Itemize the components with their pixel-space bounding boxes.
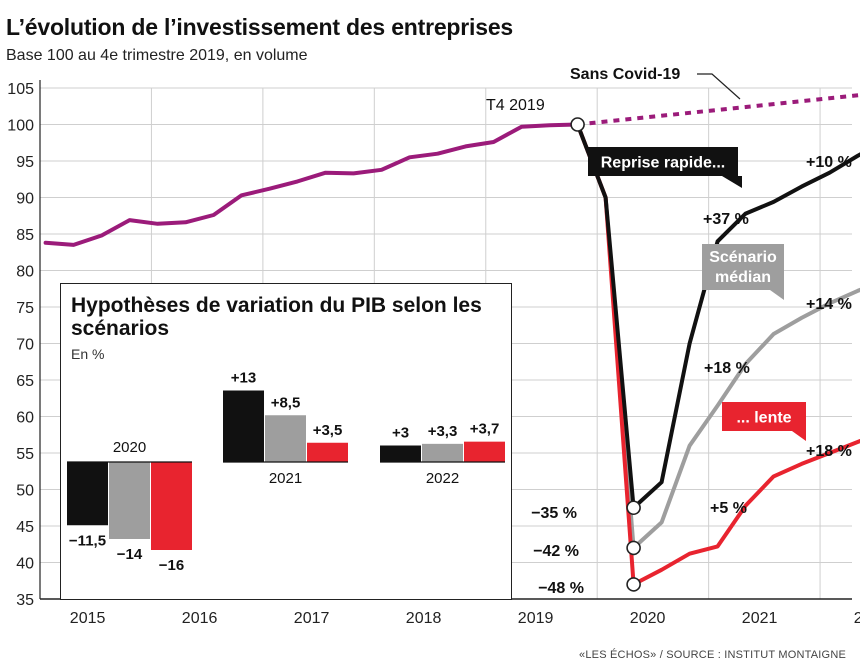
x-tick-label: 2019 (518, 610, 554, 627)
legend-median-text: Scénario médian (709, 249, 777, 286)
y-tick-label: 35 (16, 592, 34, 609)
chart-subtitle: Base 100 au 4e trimestre 2019, en volume (6, 47, 308, 64)
x-tick-label: 2021 (742, 610, 778, 627)
inset-category-label: 2022 (426, 470, 459, 487)
y-tick-label: 50 (16, 483, 34, 500)
bar-rapide-2022 (380, 445, 421, 462)
annotation-label: +37 % (703, 211, 749, 228)
annotation-label: +5 % (710, 500, 747, 517)
y-tick-label: 85 (16, 227, 34, 244)
bar-rapide-2020 (67, 462, 108, 526)
x-tick-label: 2018 (406, 610, 442, 627)
marker-rapide-trough (626, 500, 641, 516)
annotation-label: +10 % (806, 154, 852, 171)
annotation-label: −42 % (533, 543, 579, 560)
annotation-label: +18 % (806, 443, 852, 460)
y-tick-label: 40 (16, 556, 34, 573)
legend-rapide-text: Reprise rapide... (601, 155, 726, 172)
bar-value-label: +3,7 (470, 421, 500, 438)
x-tick-label: 2016 (182, 610, 218, 627)
legend-rapide-pointer (722, 176, 742, 188)
y-tick-label: 80 (16, 264, 34, 281)
y-tick-label: 75 (16, 300, 34, 317)
bar-value-label: −16 (159, 557, 184, 574)
annotation-label: −35 % (531, 505, 577, 522)
marker-t4-2019 (570, 117, 585, 132)
inset-bar-chart: −11,5 −14 −16 2020 +13 +8,5 +3,5 2021 +3 +3,3 +3,7… (67, 370, 505, 574)
annotation-label: +14 % (806, 296, 852, 313)
chart-title: L’évolution de l’investissement des entr… (6, 14, 513, 40)
bar-value-label: +3,3 (428, 423, 458, 440)
annotation-label: +18 % (704, 360, 750, 377)
marker-median-trough (626, 540, 641, 556)
bar-lente-2021 (307, 442, 348, 462)
no-covid-series-line (577, 93, 860, 127)
bar-value-label: +3 (392, 425, 409, 442)
bar-value-label: −11,5 (69, 532, 106, 549)
marker-lente-trough (626, 577, 641, 592)
bar-value-label: +13 (231, 370, 256, 387)
x-tick-label: 2017 (294, 610, 330, 627)
y-tick-label: 90 (16, 191, 34, 208)
y-tick-label: 45 (16, 519, 34, 536)
y-tick-label: 100 (7, 118, 34, 135)
bar-lente-2020 (151, 462, 192, 550)
inset-category-label: 2021 (269, 470, 302, 487)
legend-lente-text: ... lente (736, 410, 791, 427)
legend-median: Scénario médian (702, 244, 784, 290)
source-note: «LES ÉCHOS» / SOURCE : INSTITUT MONTAIGN… (579, 649, 846, 661)
legend-lente: ... lente (722, 402, 806, 431)
legend-rapide-box (588, 147, 738, 176)
y-tick-label: 60 (16, 410, 34, 427)
y-tick-label: 70 (16, 337, 34, 354)
inset-title: Hypothèses de variation du PIB selon les… (71, 294, 482, 340)
y-tick-label: 65 (16, 373, 34, 390)
x-tick-label: 2020 (630, 610, 666, 627)
bar-value-label: +8,5 (271, 394, 301, 411)
x-tick-label: 2015 (70, 610, 106, 627)
y-tick-label: 105 (7, 81, 34, 98)
legend-median-pointer (770, 290, 784, 300)
y-tick-label: 55 (16, 446, 34, 463)
legend-rapide: Reprise rapide... (588, 147, 738, 176)
legend-sans-covid: Sans Covid-19 (570, 66, 680, 83)
legend-sans-covid-leader (697, 73, 741, 100)
annotation-label: T4 2019 (486, 97, 545, 114)
bar-median-2020 (109, 462, 150, 539)
history-series-line (43, 122, 580, 247)
bar-lente-2022 (464, 441, 505, 462)
bar-value-label: −14 (117, 546, 143, 563)
inset-unit: En % (71, 346, 105, 362)
bar-median-2021 (265, 415, 306, 462)
x-tick-label: 2022 (854, 610, 860, 627)
legend-median-box (702, 244, 784, 290)
inset-category-label: 2020 (113, 439, 146, 456)
gdp-inset-panel: Hypothèses de variation du PIB selon les… (60, 283, 512, 600)
legend-lente-box (722, 402, 806, 431)
annotation-label: −48 % (538, 580, 584, 597)
bar-median-2022 (422, 443, 463, 462)
y-tick-label: 95 (16, 154, 34, 171)
legend-lente-pointer (792, 431, 806, 441)
bar-rapide-2021 (223, 390, 264, 462)
bar-value-label: +3,5 (313, 422, 343, 439)
